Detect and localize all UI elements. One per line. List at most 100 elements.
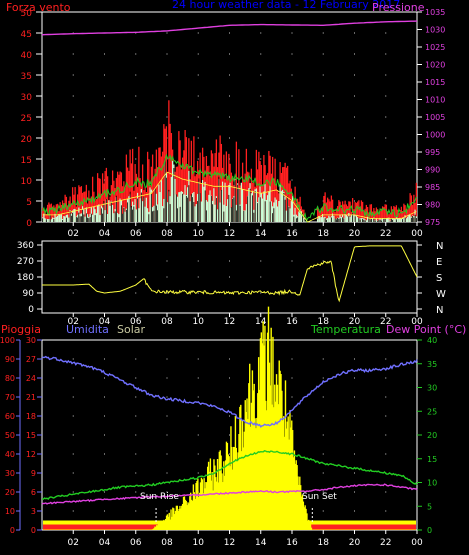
grid-dot [229, 377, 230, 379]
grid-dot [291, 377, 293, 379]
rain-tick-label: 90 [5, 355, 15, 364]
grid-dot [166, 276, 168, 278]
grid-dot [385, 434, 387, 436]
grid-dot [291, 95, 293, 97]
grid-dot [385, 358, 387, 360]
grid-dot [291, 53, 293, 55]
pressure-tick-label: 975 [425, 218, 440, 227]
temperature-tick-label: 40 [427, 336, 437, 345]
grid-dot [322, 491, 324, 493]
wind-tick-label: 10 [21, 177, 33, 187]
grid-dot [354, 53, 355, 55]
grid-dot [291, 179, 293, 181]
climate-x-tick-label: 04 [99, 538, 111, 548]
climate-x-tick-label: 12 [224, 538, 235, 548]
grid-dot [229, 358, 230, 360]
humidity-line [41, 355, 418, 428]
grid-dot [72, 276, 74, 278]
grid-dot [166, 415, 168, 417]
wind-x-tick-label: 12 [224, 229, 235, 239]
climate-x-tick-label: 00 [411, 538, 423, 548]
grid-dot [197, 95, 199, 97]
grid-dot [135, 472, 137, 474]
wind-x-tick-label: 22 [380, 229, 391, 239]
grid-dot [291, 116, 293, 118]
grid-dot [104, 358, 105, 360]
grid-dot [354, 116, 355, 118]
pressure-tick-label: 1030 [425, 26, 445, 35]
wind-panel-left-label: Forza vento [6, 1, 71, 14]
grid-dot [229, 276, 230, 278]
grid-dot [166, 472, 168, 474]
grid-dot [104, 472, 105, 474]
wind-x-tick-label: 04 [99, 229, 111, 239]
grid-dot [354, 137, 355, 139]
rain-tick-label: 50 [5, 431, 15, 440]
grid-dot [291, 358, 293, 360]
grid-dot [197, 453, 199, 455]
grid-dot [354, 396, 355, 398]
grid-dot [104, 95, 105, 97]
direction-x-tick-label: 12 [224, 317, 235, 327]
legend-solar: Solar [117, 323, 146, 336]
grid-dot [385, 276, 387, 278]
rain-tick-label: 60 [5, 412, 15, 421]
grid-dot [260, 74, 262, 76]
humidity-tick-label: 6 [31, 488, 36, 497]
grid-dot [104, 453, 105, 455]
grid-dot [72, 377, 74, 379]
grid-dot [197, 116, 199, 118]
pressure-tick-label: 995 [425, 148, 440, 157]
grid-dot [385, 179, 387, 181]
grid-dot [135, 260, 137, 262]
direction-x-tick-label: 02 [68, 317, 79, 327]
grid-dot [166, 292, 168, 294]
grid-dot [104, 276, 105, 278]
wind-average-line [42, 153, 417, 223]
grid-dot [385, 200, 387, 202]
grid-dot [354, 491, 355, 493]
grid-dot [135, 453, 137, 455]
direction-tick-label: 270 [17, 257, 34, 267]
grid-dot [197, 292, 199, 294]
grid-dot [385, 453, 387, 455]
grid-dot [354, 95, 355, 97]
grid-dot [354, 276, 355, 278]
compass-tick-label: E [436, 257, 442, 268]
wind-x-tick-label: 14 [255, 229, 267, 239]
grid-dot [197, 260, 199, 262]
direction-x-tick-label: 08 [161, 317, 173, 327]
climate-x-tick-label: 20 [349, 538, 361, 548]
grid-dot [322, 358, 324, 360]
grid-dot [135, 415, 137, 417]
grid-dot [72, 472, 74, 474]
pressure-tick-label: 990 [425, 166, 440, 175]
pressure-tick-label: 1010 [425, 96, 445, 105]
climate-x-tick-label: 22 [380, 538, 391, 548]
grid-dot [72, 453, 74, 455]
grid-dot [166, 74, 168, 76]
grid-dot [385, 377, 387, 379]
direction-x-tick-label: 20 [349, 317, 361, 327]
legend-dewpoint: Dew Point (°C) [386, 323, 466, 336]
grid-dot [104, 415, 105, 417]
grid-dot [72, 396, 74, 398]
direction-panel-data [42, 245, 418, 303]
grid-dot [229, 137, 230, 139]
grid-dot [322, 276, 324, 278]
direction-tick-label: 0 [28, 305, 34, 315]
grid-dot [322, 453, 324, 455]
wind-panel-title: 24 hour weather data - 12 February 2017 [172, 0, 400, 11]
grid-dot [197, 158, 199, 160]
grid-dot [322, 415, 324, 417]
wind-x-tick-label: 18 [318, 229, 330, 239]
grid-dot [291, 276, 293, 278]
climate-panel-grid [72, 358, 387, 512]
rain-tick-label: 70 [5, 393, 15, 402]
climate-x-tick-label: 08 [161, 538, 173, 548]
grid-dot [385, 260, 387, 262]
grid-dot [385, 95, 387, 97]
grid-dot [197, 358, 199, 360]
grid-dot [322, 396, 324, 398]
pressure-axis-ticks: 975 980 985 990 995 1000 1005 1010 1015 1020 1025 1… [417, 8, 445, 227]
